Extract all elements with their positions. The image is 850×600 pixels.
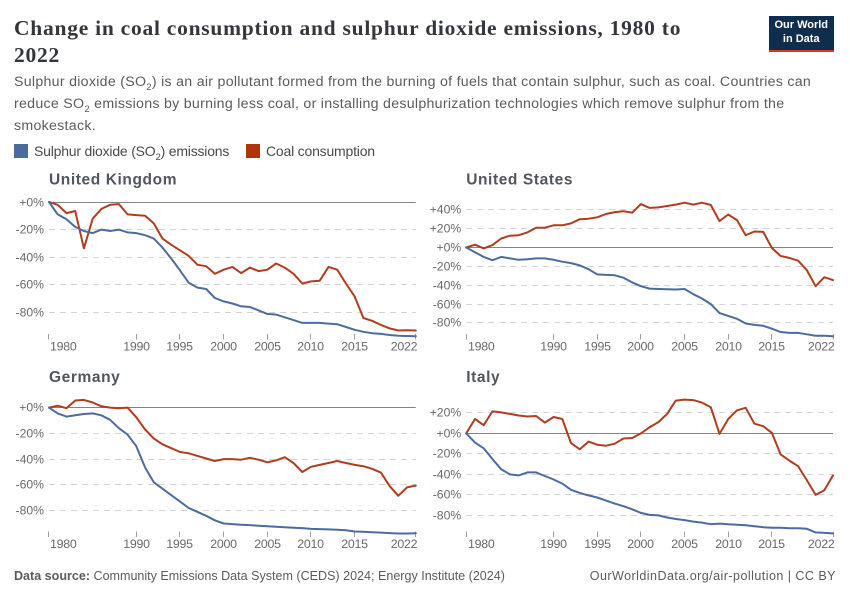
svg-text:2005: 2005	[254, 340, 281, 354]
svg-text:-20%: -20%	[433, 260, 462, 274]
svg-text:Germany: Germany	[49, 369, 120, 386]
svg-text:1990: 1990	[123, 340, 150, 354]
svg-text:2022: 2022	[808, 340, 835, 354]
svg-text:+20%: +20%	[430, 222, 462, 236]
svg-text:+0%: +0%	[436, 241, 461, 255]
svg-text:2010: 2010	[715, 537, 742, 551]
svg-text:2000: 2000	[210, 537, 237, 551]
svg-text:1990: 1990	[540, 340, 567, 354]
svg-text:-20%: -20%	[16, 223, 45, 237]
svg-text:-40%: -40%	[433, 279, 462, 293]
svg-text:1980: 1980	[50, 340, 77, 354]
svg-text:2015: 2015	[341, 537, 368, 551]
svg-text:2005: 2005	[671, 537, 698, 551]
svg-text:1995: 1995	[584, 340, 611, 354]
svg-text:1980: 1980	[50, 537, 77, 551]
svg-text:+40%: +40%	[430, 203, 462, 217]
svg-text:1990: 1990	[540, 537, 567, 551]
svg-text:-80%: -80%	[16, 306, 45, 320]
svg-text:2015: 2015	[758, 340, 785, 354]
svg-text:+0%: +0%	[19, 196, 44, 210]
svg-text:2010: 2010	[297, 537, 324, 551]
svg-text:1980: 1980	[468, 537, 495, 551]
svg-text:1995: 1995	[166, 537, 193, 551]
svg-text:+0%: +0%	[436, 427, 461, 441]
svg-text:2022: 2022	[391, 537, 418, 551]
svg-text:2010: 2010	[715, 340, 742, 354]
svg-text:-60%: -60%	[16, 478, 45, 492]
svg-text:1995: 1995	[584, 537, 611, 551]
svg-text:-80%: -80%	[433, 509, 462, 523]
svg-text:2005: 2005	[254, 537, 281, 551]
svg-text:-40%: -40%	[16, 453, 45, 467]
svg-text:1995: 1995	[166, 340, 193, 354]
svg-text:2015: 2015	[341, 340, 368, 354]
svg-text:Italy: Italy	[466, 369, 500, 386]
svg-text:2000: 2000	[627, 537, 654, 551]
svg-text:-80%: -80%	[433, 316, 462, 330]
svg-text:-60%: -60%	[433, 488, 462, 502]
svg-text:-20%: -20%	[433, 447, 462, 461]
svg-text:2022: 2022	[391, 340, 418, 354]
svg-text:2005: 2005	[671, 340, 698, 354]
svg-text:2000: 2000	[210, 340, 237, 354]
svg-text:-80%: -80%	[16, 504, 45, 518]
svg-text:+20%: +20%	[430, 406, 462, 420]
svg-text:-60%: -60%	[16, 278, 45, 292]
svg-text:United Kingdom: United Kingdom	[49, 172, 177, 189]
svg-text:2022: 2022	[808, 537, 835, 551]
svg-text:United States: United States	[466, 172, 573, 189]
svg-text:1990: 1990	[123, 537, 150, 551]
svg-text:-20%: -20%	[16, 427, 45, 441]
svg-text:-60%: -60%	[433, 298, 462, 312]
svg-text:2015: 2015	[758, 537, 785, 551]
svg-text:+0%: +0%	[19, 401, 44, 415]
svg-text:-40%: -40%	[16, 251, 45, 265]
svg-text:2010: 2010	[297, 340, 324, 354]
svg-text:-40%: -40%	[433, 468, 462, 482]
svg-text:2000: 2000	[627, 340, 654, 354]
svg-text:1980: 1980	[468, 340, 495, 354]
